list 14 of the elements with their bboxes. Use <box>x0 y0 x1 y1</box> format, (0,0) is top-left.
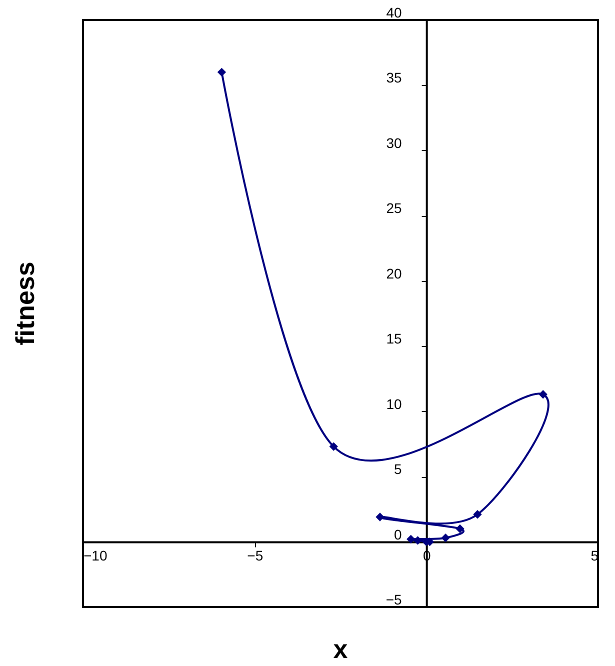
y-axis-title: fitness <box>10 262 40 346</box>
x-axis-title: x <box>333 634 348 664</box>
x-tick-label: −10 <box>84 547 108 564</box>
y-tick-label: 25 <box>386 200 402 216</box>
y-tick-label: 20 <box>386 265 402 282</box>
y-tick-label: 5 <box>394 461 402 478</box>
y-tick-label: 40 <box>386 4 402 20</box>
x-tick-label: −5 <box>247 547 264 564</box>
y-tick-label: −5 <box>386 592 402 608</box>
y-tick-label: 0 <box>394 526 402 542</box>
y-tick-label: 30 <box>386 134 402 151</box>
y-tick-label: 15 <box>386 330 402 347</box>
y-tick-label: 35 <box>386 70 402 86</box>
y-tick-label: 10 <box>386 396 402 412</box>
